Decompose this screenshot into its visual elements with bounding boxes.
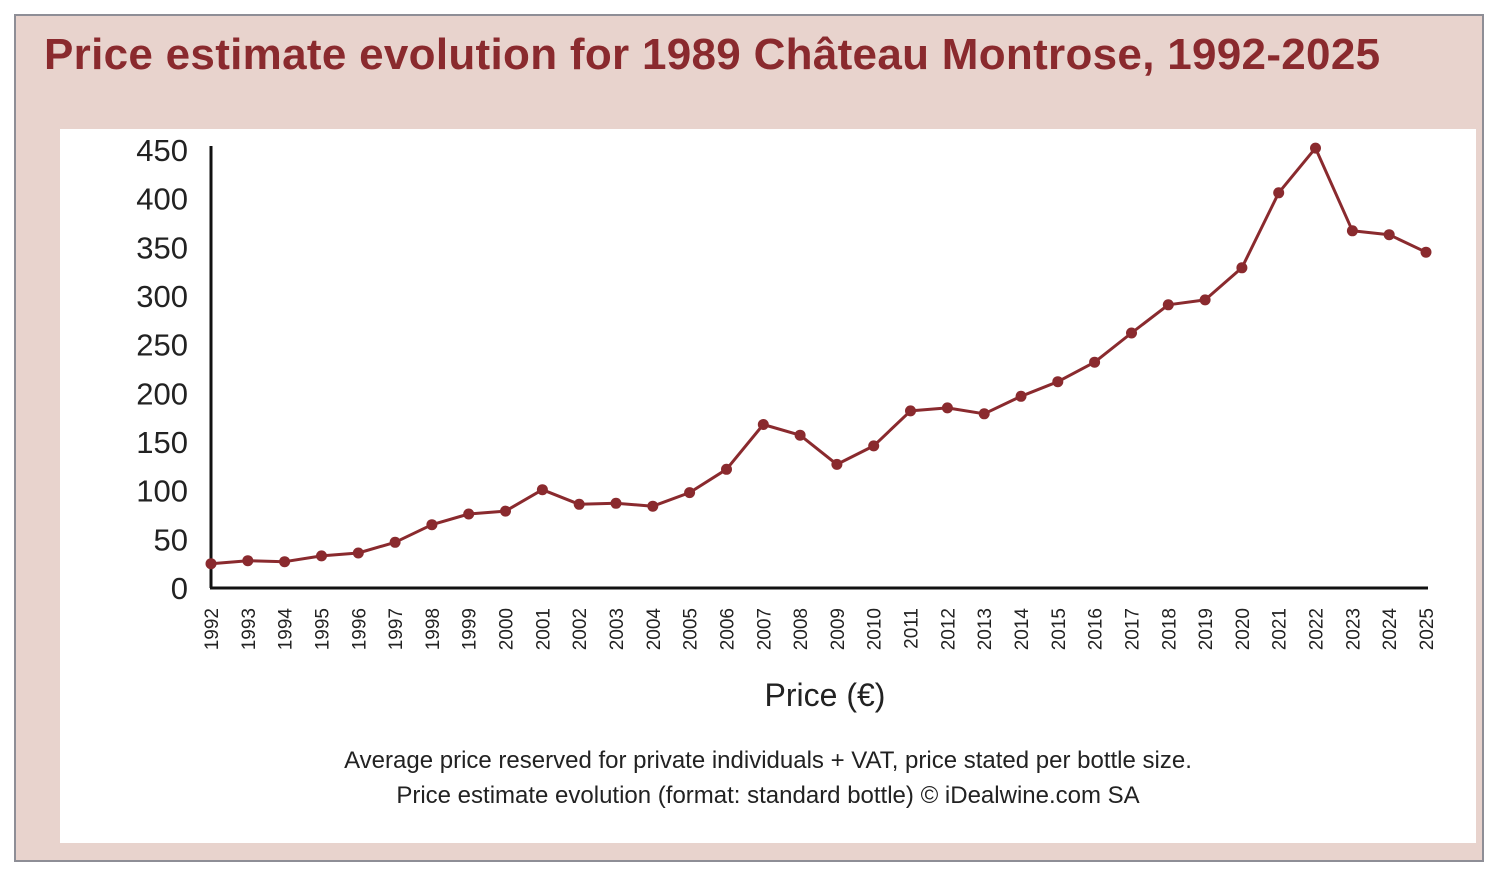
x-tick-label: 2001 [533,608,554,650]
line-chart: 0 50 100 150 200 250 300 350 400 450 1992 1993 1994… [136,133,1438,651]
footnote-copyright: Price estimate evolution (format: standa… [396,782,1140,809]
x-tick-label: 2007 [754,608,775,650]
data-point [905,405,916,417]
x-tick-label: 2017 [1122,608,1143,650]
x-tick-label: 2010 [865,608,886,650]
x-tick-label: 2004 [644,608,665,651]
data-point [868,440,880,452]
data-point [536,484,548,496]
y-tick-label: 250 [136,328,188,363]
x-tick-label: 2019 [1196,608,1217,650]
chart-frame: Price estimate evolution for 1989 Châtea… [14,14,1484,862]
data-point [1015,390,1027,402]
data-point [205,558,217,570]
data-point [1383,229,1395,241]
x-tick-label: 2022 [1307,608,1328,650]
data-point [1346,225,1358,237]
chart-panel: 0 50 100 150 200 250 300 350 400 450 1992 1993 1994… [60,129,1476,843]
series-line [210,146,1427,566]
footnote-vat: Average price reserved for private indiv… [344,747,1192,774]
y-axis: 0 50 100 150 200 250 300 350 400 450 [136,133,213,606]
x-axis: 1992 1993 1994 1995 1996 1997 1998 1999 2000 2001… [202,586,1438,651]
data-point [352,547,364,559]
x-tick-label: 2012 [938,608,959,650]
x-tick-label: 2021 [1270,608,1291,650]
x-tick-label: 2006 [717,608,738,650]
data-point [1052,376,1064,388]
x-tick-label: 2002 [570,608,591,650]
y-tick-label: 300 [136,279,188,314]
data-point [242,555,254,567]
y-tick-label: 150 [136,425,188,460]
x-tick-label: 1998 [423,608,444,650]
data-point [279,556,291,568]
data-point [684,487,696,499]
data-point [757,419,769,430]
x-tick-label: 1996 [349,608,370,650]
x-tick-label: 2018 [1159,608,1180,650]
x-tick-label: 2015 [1049,608,1070,650]
x-tick-label: 1993 [239,608,260,650]
x-tick-label: 2009 [828,608,849,650]
x-tick-label: 2014 [1012,608,1033,651]
x-axis-title: Price (€) [764,677,886,713]
data-point [647,500,659,512]
x-tick-label: 2011 [902,608,923,649]
data-point [941,402,953,414]
data-point [573,498,585,510]
x-tick-label: 2023 [1343,608,1364,650]
y-tick-label: 200 [136,376,188,411]
data-point [1273,187,1285,199]
y-tick-label: 350 [136,230,188,265]
data-point [1236,262,1248,274]
x-tick-label: 2025 [1417,608,1438,650]
data-point [1162,299,1174,311]
y-tick-label: 0 [171,571,188,606]
data-point [1089,356,1101,368]
y-tick-label: 100 [136,474,188,509]
x-tick-label: 2008 [791,608,812,650]
data-point [389,536,401,548]
x-tick-label: 1994 [276,608,297,651]
data-point [1199,294,1211,306]
y-tick-label: 400 [136,182,188,217]
x-tick-label: 2020 [1233,608,1254,650]
data-point [721,463,732,475]
x-tick-label: 1997 [386,608,407,650]
x-tick-label: 2003 [607,608,628,650]
x-tick-label: 2016 [1086,608,1107,650]
x-tick-label: 2013 [975,608,996,650]
chart-title: Price estimate evolution for 1989 Châtea… [44,30,1381,79]
x-tick-label: 2005 [681,608,702,650]
data-point [1420,246,1432,258]
data-point [794,429,806,441]
x-tick-label: 1999 [460,608,481,650]
x-tick-label: 1992 [202,608,223,650]
data-point [1310,142,1321,154]
data-point [610,497,622,509]
x-tick-label: 2000 [497,608,518,650]
x-tick-label: 2024 [1380,608,1401,651]
data-point [500,505,511,517]
data-point [1126,327,1137,339]
x-tick-label: 1995 [312,608,333,650]
data-point [463,508,475,520]
data-point [316,550,327,562]
y-tick-label: 50 [154,522,188,557]
data-point [831,458,843,470]
data-point [426,519,438,531]
y-tick-label: 450 [136,133,188,168]
series [205,142,1432,570]
data-point [978,408,990,420]
